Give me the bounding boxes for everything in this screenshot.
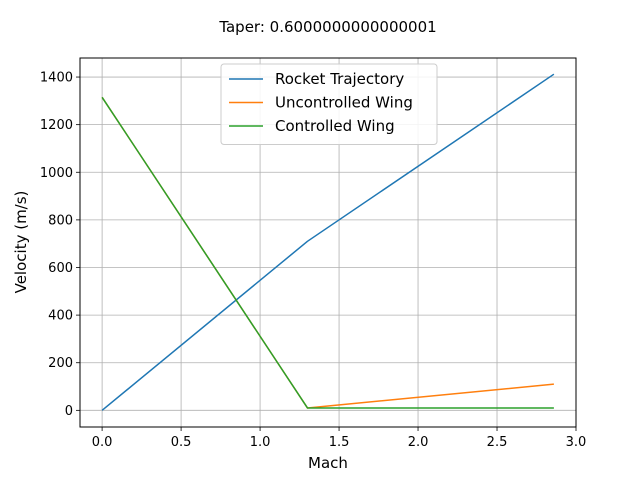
x-ticks: 0.0 0.5 1.0 1.5 2.0 2.5 3.0 [92, 427, 587, 450]
y-tick-label: 0 [65, 404, 73, 419]
y-tick-label: 800 [48, 213, 73, 228]
y-tick-label: 600 [48, 261, 73, 276]
x-tick-label: 2.5 [487, 435, 508, 450]
legend-label: Rocket Trajectory [275, 70, 404, 88]
x-tick-label: 1.5 [329, 435, 350, 450]
y-ticks: 0 200 400 600 800 1000 1200 1400 [40, 71, 80, 419]
y-tick-label: 1200 [40, 118, 73, 133]
series-line-rocket-trajectory [101, 73, 555, 411]
legend-box [220, 63, 438, 145]
legend: Rocket Trajectory Uncontrolled Wing Contro… [220, 63, 438, 145]
y-tick-label: 400 [48, 309, 73, 324]
series-lines [101, 73, 555, 411]
y-tick-label: 1400 [40, 71, 73, 86]
y-tick-label: 200 [48, 356, 73, 371]
legend-label: Controlled Wing [275, 117, 395, 135]
legend-label: Uncontrolled Wing [275, 94, 413, 112]
x-tick-label: 0.5 [171, 435, 192, 450]
x-tick-label: 0.0 [92, 435, 113, 450]
x-tick-label: 3.0 [566, 435, 587, 450]
y-axis-label: Velocity (m/s) [12, 191, 30, 294]
series-line-controlled-wing [101, 96, 554, 409]
y-tick-label: 1000 [40, 166, 73, 181]
x-tick-label: 1.0 [250, 435, 271, 450]
x-tick-label: 2.0 [408, 435, 429, 450]
chart-title: Taper: 0.6000000000000001 [218, 18, 436, 36]
plot-frame [79, 57, 577, 428]
x-axis-label: Mach [308, 454, 348, 472]
